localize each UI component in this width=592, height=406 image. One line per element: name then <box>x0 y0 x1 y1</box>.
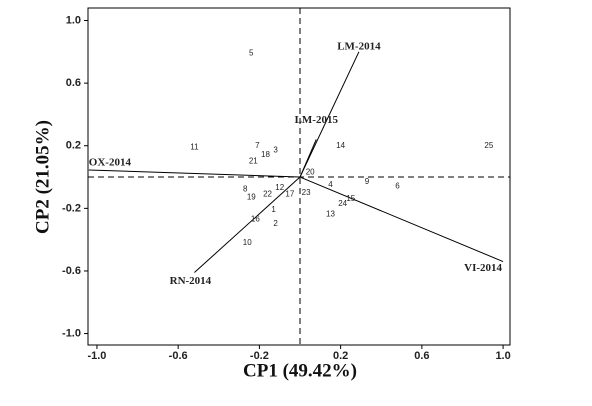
point-label: 20 <box>306 167 315 176</box>
point-label: 16 <box>251 214 260 223</box>
vector <box>299 51 360 178</box>
point-label: 19 <box>247 193 256 202</box>
y-axis-label: CP2 (21.05%) <box>32 120 53 234</box>
x-tick-label: -0.6 <box>169 350 188 362</box>
x-tick-label: -0.2 <box>250 350 269 362</box>
y-tick-label: -1.0 <box>62 327 81 339</box>
point-label: 1 <box>271 205 276 214</box>
x-tick-label: -1.0 <box>87 350 106 362</box>
vector <box>194 176 301 273</box>
vector-label: OX-2014 <box>89 157 132 169</box>
point-label: 18 <box>261 150 270 159</box>
point-label: 7 <box>255 141 260 150</box>
point-label: 9 <box>365 177 370 186</box>
x-tick-label: 0.2 <box>333 350 348 362</box>
point-label: 13 <box>326 210 335 219</box>
y-tick-label: 1.0 <box>66 14 81 26</box>
x-tick-label: 1.0 <box>495 350 510 362</box>
point-label: 6 <box>395 182 400 191</box>
y-tick-label: -0.2 <box>62 202 81 214</box>
point-label: 10 <box>243 238 252 247</box>
point-label: 17 <box>285 189 294 198</box>
vector-label: LM-2015 <box>295 114 339 126</box>
point-label: 25 <box>484 141 493 150</box>
vector <box>88 169 301 178</box>
point-label: 5 <box>249 49 254 58</box>
x-axis-label: CP1 (49.42%) <box>243 360 357 381</box>
point-label: 14 <box>336 141 345 150</box>
y-tick-label: 0.2 <box>66 140 81 152</box>
x-tick-label: 0.6 <box>414 350 429 362</box>
vector <box>299 176 504 263</box>
y-tick-label: 0.6 <box>66 77 81 89</box>
point-label: 24 <box>338 199 347 208</box>
point-label: 23 <box>302 188 311 197</box>
point-label: 4 <box>328 180 333 189</box>
point-label: 12 <box>275 183 284 192</box>
y-tick-label: -0.6 <box>62 265 81 277</box>
point-label: 3 <box>273 146 278 155</box>
vector-label: LM-2014 <box>337 40 381 52</box>
point-label: 8 <box>243 185 248 194</box>
point-label: 22 <box>263 189 272 198</box>
plot-frame <box>87 7 511 346</box>
point-label: 15 <box>346 194 355 203</box>
point-label: 11 <box>190 142 199 151</box>
vector-label: RN-2014 <box>170 275 212 287</box>
vector <box>299 139 317 178</box>
point-label: 21 <box>249 157 258 166</box>
vector-label: VI-2014 <box>464 262 502 274</box>
point-label: 2 <box>273 219 278 228</box>
